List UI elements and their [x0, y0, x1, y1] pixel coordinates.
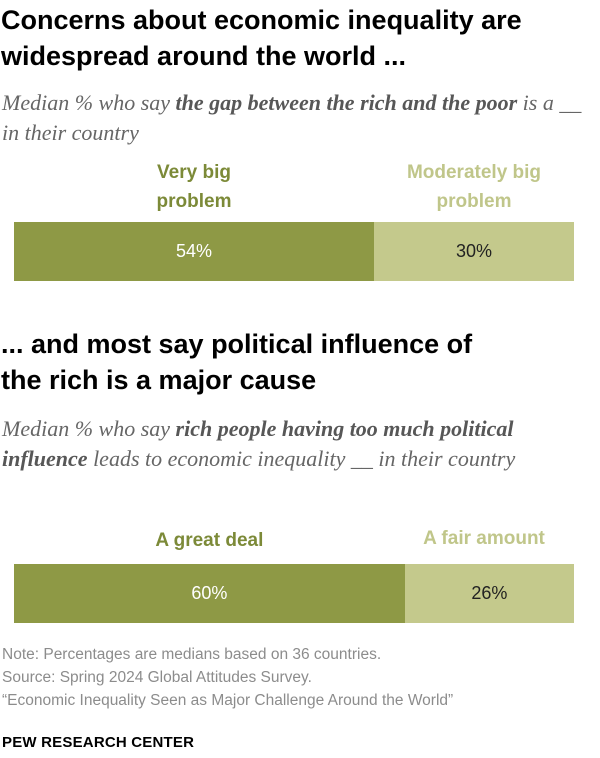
chart2-bar-label-great-deal: 60%	[191, 583, 228, 603]
chart2-legend-fair-amount-line1: A fair amount	[423, 528, 545, 549]
chart2-subtitle-part2: rich people having too much political in…	[2, 416, 514, 471]
chart1-bar-label-moderately-big: 30%	[455, 241, 493, 261]
chart1-subtitle-part3: is a __ in their country	[2, 90, 582, 145]
footer-source: Source: Spring 2024 Global Attitudes Sur…	[2, 669, 312, 686]
chart2-legend-great-deal-line1: A great deal	[155, 530, 264, 551]
chart2-bar-fair-amount: 26%	[404, 564, 574, 623]
footer-report-title: “Economic Inequality Seen as Major Chall…	[2, 692, 454, 709]
chart1-subtitle-part1: Median % who say	[2, 90, 176, 115]
footer-note: Note: Percentages are medians based on 3…	[2, 646, 382, 663]
chart2-bar-label-fair-amount: 26%	[471, 583, 508, 603]
pew-logo-text: PEW RESEARCH CENTER	[2, 734, 195, 751]
chart1-title-line1: Concerns about economic inequality are	[1, 5, 522, 35]
chart2-legend-great-deal: A great deal	[109, 526, 309, 555]
chart1-legend-very-big-line1: Very big	[157, 162, 231, 183]
footer-notes: Note: Percentages are medians based on 3…	[2, 643, 598, 712]
chart2-subtitle-part3: leads to economic inequality __ in their…	[87, 446, 516, 471]
chart2-bar-great-deal: 60%	[14, 564, 405, 623]
chart1-subtitle-part2: the gap between the rich and the poor	[175, 90, 518, 115]
chart2-subtitle-part1: Median % who say	[2, 416, 176, 441]
chart1-plot: Very big problem Moderately big problem …	[14, 156, 574, 282]
chart1-title-line2: widespread around the world ...	[1, 41, 407, 71]
chart1-legend-moderately-big: Moderately big problem	[374, 158, 574, 216]
chart1-legend-very-big: Very big problem	[94, 158, 294, 216]
chart2-plot: A great deal A fair amount 60% 26%	[14, 524, 574, 624]
chart2-title: ... and most say political influence of …	[1, 326, 597, 398]
chart1-bar-label-very-big: 54%	[175, 241, 213, 261]
chart2-subtitle: Median % who say rich people having too …	[2, 414, 592, 474]
chart1-subtitle: Median % who say the gap between the ric…	[2, 88, 592, 148]
chart1-legend-moderately-big-line1: Moderately big	[406, 162, 542, 183]
chart1-bar-moderately-big: 30%	[374, 222, 574, 281]
chart2-title-line1: ... and most say political influence of	[1, 329, 473, 359]
chart1-bar-very-big: 54%	[14, 222, 374, 281]
chart1-title: Concerns about economic inequality are w…	[1, 2, 597, 74]
chart1-legend-very-big-line2: problem	[156, 191, 232, 212]
chart2-title-line2: the rich is a major cause	[1, 365, 317, 395]
chart2-legend-fair-amount: A fair amount	[384, 524, 584, 553]
chart1-legend-moderately-big-line2: problem	[436, 191, 512, 212]
